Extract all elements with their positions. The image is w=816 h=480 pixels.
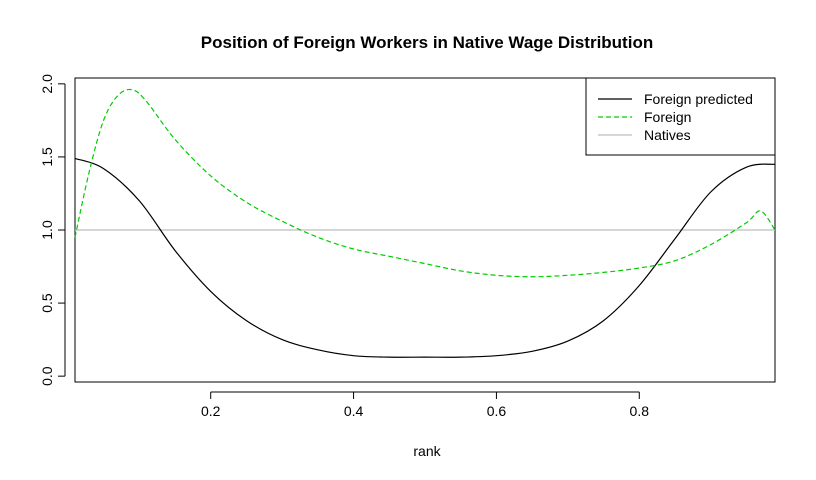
x-axis-label: rank [413,443,441,459]
series-layer [74,88,776,358]
legend-label: Natives [644,127,691,143]
legend-label: Foreign predicted [644,91,753,107]
x-tick-label: 0.2 [201,403,221,419]
x-tick-label: 0.4 [344,403,364,419]
y-tick-label: 1.0 [39,220,55,240]
y-tick-label: 0.0 [39,366,55,386]
x-tick-label: 0.8 [630,403,650,419]
y-axis: 0.0 0.5 1.0 1.5 2.0 [39,74,66,386]
y-tick-label: 1.5 [39,147,55,167]
legend: Foreign predicted Foreign Natives [585,77,776,156]
x-tick-label: 0.6 [487,403,507,419]
series-line-foreign [74,88,776,278]
chart-title: Position of Foreign Workers in Native Wa… [201,33,653,52]
y-tick-label: 0.5 [39,293,55,313]
y-tick-label: 2.0 [39,74,55,94]
legend-label: Foreign [644,109,691,125]
series-line-foreign-predicted [74,157,776,358]
x-axis: 0.2 0.4 0.6 0.8 [201,391,650,419]
